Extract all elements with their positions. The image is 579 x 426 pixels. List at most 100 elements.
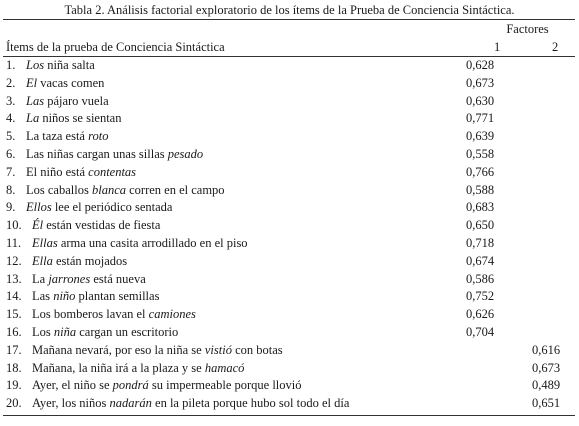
item-text-pre: Ayer, los niños (32, 396, 110, 411)
factor2-loading: 0,673 (532, 360, 561, 375)
item-number: 12. (6, 253, 22, 268)
item-text-italic: Él (32, 218, 44, 233)
table-row: 11. Ellas arma una casita arrodillado en … (6, 235, 575, 253)
item-text-pre: La taza está (26, 129, 89, 144)
item-text-italic: El (26, 75, 38, 90)
table-row: 14. Las niño plantan semillas 0,752 (6, 288, 575, 306)
factors-header: Factores (506, 22, 549, 36)
item-text-italic: Ella (32, 253, 53, 268)
item-text-post: con botas (231, 342, 283, 357)
item-number: 8. (6, 182, 16, 197)
table-row: 10. Él están vestidas de fiesta 0,650 (6, 217, 575, 235)
item-number: 11. (6, 235, 22, 250)
item-text-post: están vestidas de fiesta (43, 218, 161, 233)
table-row: 1. Los niña salta 0,628 (6, 57, 575, 75)
factor2-loading: 0,489 (532, 378, 561, 393)
item-text-pre: Los bomberos lavan el (32, 307, 149, 322)
table-row: 8. Los caballos blanca corren en el campo… (6, 182, 575, 200)
item-text: Las niñas cargan unas sillas pesado (26, 146, 203, 164)
factor1-loading: 0,683 (466, 200, 495, 215)
header-rule (3, 56, 575, 57)
item-number: 5. (6, 129, 16, 144)
item-text-post: está nueva (90, 271, 146, 286)
factor1-loading: 0,650 (466, 218, 495, 233)
factor1-loading: 0,674 (466, 253, 495, 268)
item-text-pre: Las niñas cargan unas sillas (26, 146, 168, 161)
factor1-loading: 0,588 (466, 182, 495, 197)
item-number: 9. (6, 200, 16, 215)
item-text-italic: nadarán (109, 396, 152, 411)
factor1-loading: 0,718 (466, 235, 495, 250)
factor1-loading: 0,673 (466, 75, 495, 90)
item-number: 13. (6, 271, 22, 286)
factor1-loading: 0,766 (466, 164, 495, 179)
factor1-loading: 0,771 (466, 111, 495, 126)
item-text: Los bomberos lavan el camiones (32, 306, 196, 324)
column-header-row: Ítems de la prueba de Conciencia Sintáct… (6, 40, 575, 55)
table-row: 17. Mañana nevará, por eso la niña se vis… (6, 342, 575, 360)
item-text-italic: Las (26, 93, 45, 108)
item-text-italic: camiones (148, 307, 196, 322)
item-number: 4. (6, 111, 16, 126)
table-row: 3. Las pájaro vuela 0,630 (6, 93, 575, 111)
item-text-italic: jarrones (48, 271, 91, 286)
factor1-loading: 0,639 (466, 129, 495, 144)
item-number: 14. (6, 289, 22, 304)
item-text-post: están mojados (52, 253, 128, 268)
item-text: La jarrones está nueva (32, 271, 146, 289)
item-text: Los caballos blanca corren en el campo (26, 182, 225, 200)
item-number: 16. (6, 324, 22, 339)
table-row: 16. Los niña cargan un escritorio 0,704 (6, 324, 575, 342)
item-number: 18. (6, 360, 22, 375)
item-text: Las pájaro vuela (26, 93, 109, 111)
item-text-post: pájaro vuela (44, 93, 109, 108)
item-number: 7. (6, 164, 16, 179)
factor2-loading: 0,616 (532, 342, 561, 357)
item-text-italic: hamacó (204, 360, 245, 375)
factor1-column-header: 1 (494, 40, 501, 54)
item-text: Mañana nevará, por eso la niña se vistió… (32, 342, 283, 360)
item-text-pre: El niño está (26, 164, 89, 179)
item-text-italic: Ellos (26, 200, 52, 215)
factor1-loading: 0,628 (466, 58, 495, 72)
item-text-post: arma una casita arrodillado en el piso (57, 235, 248, 250)
item-text: Ellas arma una casita arrodillado en el … (32, 235, 248, 253)
table-row: 4. La niños se sientan 0,771 (6, 110, 575, 128)
table-row: 5. La taza está roto 0,639 (6, 128, 575, 146)
item-number: 15. (6, 307, 22, 322)
item-text: La taza está roto (26, 128, 108, 146)
item-text-italic: Los (26, 58, 45, 72)
item-text: Los niña cargan un escritorio (32, 324, 178, 342)
item-number: 3. (6, 93, 16, 108)
item-text-post: en la pileta porque hubo sol todo el día (151, 396, 350, 411)
table-body: 1. Los niña salta 0,628 2. El vacas comen 0,6… (6, 57, 575, 413)
item-text-italic: pesado (167, 146, 204, 161)
item-text: Ella están mojados (32, 253, 127, 271)
item-number: 1. (6, 58, 16, 72)
top-rule (3, 19, 575, 20)
item-text: El vacas comen (26, 75, 104, 93)
item-text-post: niños se sientan (39, 111, 122, 126)
item-text: Él están vestidas de fiesta (32, 217, 160, 235)
table-row: 2. El vacas comen 0,673 (6, 75, 575, 93)
item-text-italic: pondrá (112, 378, 149, 393)
table-row: 9. Ellos lee el periódico sentada 0,683 (6, 199, 575, 217)
item-text-post: corren en el campo (126, 182, 225, 197)
item-number: 19. (6, 378, 22, 393)
item-text-pre: Mañana, la niña irá a la plaza y se (32, 360, 205, 375)
item-text-pre: Los caballos (26, 182, 92, 197)
item-number: 6. (6, 146, 16, 161)
table-caption: Tabla 2. Análisis factorial exploratorio… (64, 3, 515, 17)
factor1-loading: 0,704 (466, 324, 495, 339)
bottom-rule (3, 415, 575, 416)
item-text-pre: Las (32, 289, 54, 304)
factor2-loading: 0,651 (532, 396, 561, 411)
item-number: 17. (6, 342, 22, 357)
item-text-post: plantan semillas (75, 289, 160, 304)
item-text: Ellos lee el periódico sentada (26, 199, 172, 217)
item-text: Ayer, los niños nadarán en la pileta por… (32, 395, 349, 413)
items-column-header: Ítems de la prueba de Conciencia Sintáct… (6, 40, 225, 54)
item-text-post: lee el periódico sentada (51, 200, 173, 215)
factor1-loading: 0,626 (466, 307, 495, 322)
